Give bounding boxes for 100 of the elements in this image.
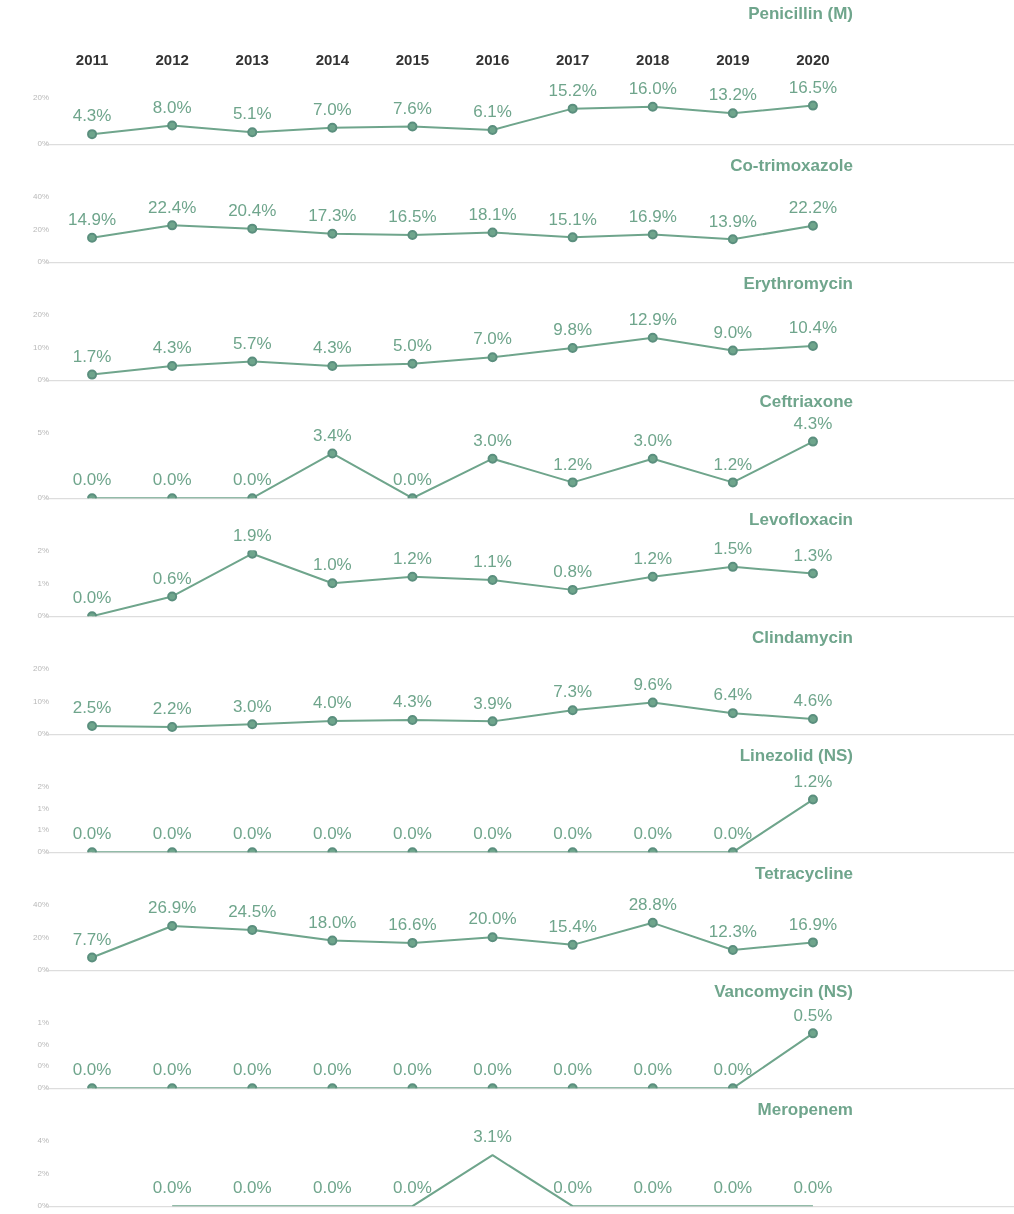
data-label: 0.0% xyxy=(473,1060,512,1080)
data-label: 0.0% xyxy=(793,1178,833,1198)
point xyxy=(647,917,658,928)
data-label: 20.4% xyxy=(228,200,277,220)
chart-title: Ceftriaxone xyxy=(759,391,853,411)
point xyxy=(167,220,178,231)
point xyxy=(647,332,658,343)
point xyxy=(247,127,258,138)
point xyxy=(327,935,338,946)
data-label: 0.0% xyxy=(72,470,112,490)
point xyxy=(727,708,738,719)
data-label: 0.0% xyxy=(713,1178,753,1198)
data-label: 0.0% xyxy=(152,824,192,844)
data-label: 0.0% xyxy=(72,1060,112,1080)
point xyxy=(487,932,498,943)
data-label: 0.0% xyxy=(152,1178,192,1198)
point xyxy=(487,124,498,135)
data-label: 15.4% xyxy=(548,917,597,937)
data-label: 0.0% xyxy=(152,470,192,490)
data-label: 0.0% xyxy=(393,824,432,844)
x-tick-label: 2017 xyxy=(555,50,590,68)
point xyxy=(87,369,98,380)
y-tick-label: 5% xyxy=(37,427,49,437)
data-label: 16.9% xyxy=(628,206,677,226)
data-label: 4.0% xyxy=(312,693,352,713)
data-label: 18.1% xyxy=(468,204,517,224)
point xyxy=(167,721,178,732)
x-tick-label: 2014 xyxy=(315,50,350,68)
data-label: 18.0% xyxy=(308,912,357,932)
data-label: 1.5% xyxy=(713,539,753,559)
y-tick-label: 2% xyxy=(37,545,49,555)
point xyxy=(727,108,738,119)
data-label: 16.5% xyxy=(788,77,838,97)
data-label: 9.0% xyxy=(713,322,753,342)
data-label: 0.0% xyxy=(553,1060,593,1080)
data-label: 2.2% xyxy=(152,699,192,719)
point xyxy=(807,340,818,351)
data-label: 4.3% xyxy=(152,338,192,358)
data-label: 22.2% xyxy=(788,197,838,217)
data-label: 0.0% xyxy=(232,824,272,844)
point xyxy=(807,714,818,725)
data-label: 0.0% xyxy=(312,1178,352,1198)
data-label: 0.5% xyxy=(793,1005,833,1025)
data-label: 0.8% xyxy=(553,562,593,582)
data-label: 17.3% xyxy=(308,205,357,225)
data-label: 15.2% xyxy=(548,80,597,100)
y-tick-label: 1% xyxy=(37,578,49,588)
point xyxy=(567,342,578,353)
data-label: 16.5% xyxy=(388,207,437,227)
data-label: 0.0% xyxy=(553,1178,593,1198)
x-tick-label: 2016 xyxy=(475,50,510,68)
chart-title: Tetracycline xyxy=(755,863,853,883)
chart-title: Levofloxacin xyxy=(749,509,853,529)
data-label: 0.0% xyxy=(713,824,753,844)
data-label: 7.0% xyxy=(312,100,352,120)
point xyxy=(87,720,98,731)
x-tick-label: 2019 xyxy=(716,50,750,68)
point xyxy=(727,345,738,356)
point xyxy=(647,229,658,240)
data-label: 20.0% xyxy=(468,909,517,929)
x-tick-label: 2015 xyxy=(395,50,430,68)
data-label: 15.1% xyxy=(548,209,597,229)
data-label: 0.6% xyxy=(152,568,192,588)
point xyxy=(567,705,578,716)
point xyxy=(727,561,738,572)
point xyxy=(247,924,258,935)
point xyxy=(807,568,818,579)
data-label: 4.3% xyxy=(312,338,352,358)
data-label: 22.4% xyxy=(148,197,197,217)
data-label: 14.9% xyxy=(67,209,117,229)
data-label: 13.2% xyxy=(708,85,757,105)
data-label: 5.0% xyxy=(393,335,432,355)
point xyxy=(167,361,178,372)
point xyxy=(487,575,498,586)
data-label: 10.4% xyxy=(788,318,838,338)
data-label: 0.0% xyxy=(232,470,272,490)
data-label: 0.0% xyxy=(72,824,112,844)
point xyxy=(807,220,818,231)
point xyxy=(327,448,338,459)
y-tick-label: 10% xyxy=(32,342,49,352)
data-label: 0.0% xyxy=(473,824,512,844)
data-label: 1.2% xyxy=(633,548,673,568)
point xyxy=(327,716,338,727)
x-tick-label: 2013 xyxy=(235,50,269,68)
point xyxy=(167,120,178,131)
point xyxy=(807,436,818,447)
point xyxy=(567,477,578,488)
point xyxy=(487,227,498,238)
chart-title: Erythromycin xyxy=(743,273,853,293)
chart-title: Co-trimoxazole xyxy=(730,155,853,175)
point xyxy=(327,361,338,372)
data-label: 3.0% xyxy=(473,430,512,450)
point xyxy=(647,697,658,708)
point xyxy=(247,550,258,559)
point xyxy=(327,578,338,589)
data-label: 16.0% xyxy=(628,78,677,98)
data-label: 3.4% xyxy=(312,425,352,445)
x-tick-label: 2020 xyxy=(796,50,830,68)
point xyxy=(487,716,498,727)
point xyxy=(407,230,418,241)
